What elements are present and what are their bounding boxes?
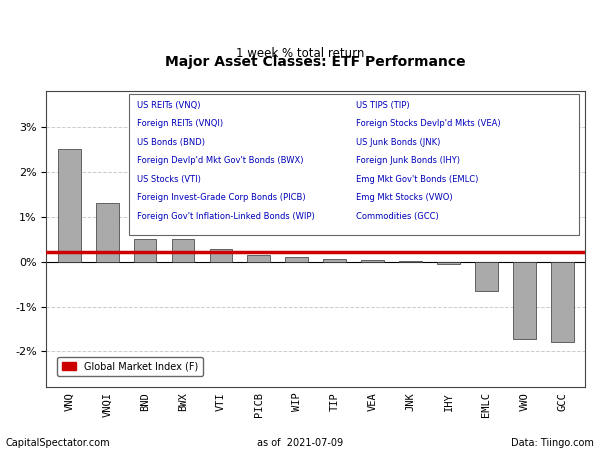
- Text: US TIPS (TIP): US TIPS (TIP): [356, 101, 410, 110]
- Bar: [58, 149, 80, 262]
- Bar: [247, 256, 270, 262]
- Bar: [551, 262, 574, 342]
- Text: Foreign Invest-Grade Corp Bonds (PICB): Foreign Invest-Grade Corp Bonds (PICB): [137, 194, 305, 202]
- Text: as of  2021-07-09: as of 2021-07-09: [257, 438, 343, 448]
- Text: US Bonds (BND): US Bonds (BND): [137, 138, 205, 147]
- Bar: [437, 262, 460, 264]
- Bar: [96, 203, 119, 262]
- Text: US Stocks (VTI): US Stocks (VTI): [137, 175, 201, 184]
- Bar: [209, 249, 232, 262]
- Text: CapitalSpectator.com: CapitalSpectator.com: [6, 438, 110, 448]
- Text: Foreign Junk Bonds (IHY): Foreign Junk Bonds (IHY): [356, 157, 460, 166]
- Bar: [323, 260, 346, 262]
- Bar: [513, 262, 536, 339]
- Bar: [134, 239, 157, 262]
- Text: Emg Mkt Stocks (VWO): Emg Mkt Stocks (VWO): [356, 194, 452, 202]
- Bar: [286, 257, 308, 262]
- Text: Emg Mkt Gov't Bonds (EMLC): Emg Mkt Gov't Bonds (EMLC): [356, 175, 478, 184]
- Bar: [475, 262, 498, 291]
- Bar: [361, 261, 384, 262]
- Bar: [172, 239, 194, 262]
- Title: Major Asset Classes: ETF Performance: Major Asset Classes: ETF Performance: [166, 55, 466, 69]
- FancyBboxPatch shape: [129, 94, 578, 235]
- Text: Data: Tiingo.com: Data: Tiingo.com: [511, 438, 594, 448]
- Text: Foreign Gov't Inflation-Linked Bonds (WIP): Foreign Gov't Inflation-Linked Bonds (WI…: [137, 212, 314, 221]
- Text: 1 week % total return: 1 week % total return: [236, 47, 364, 60]
- Bar: [399, 261, 422, 262]
- Text: Foreign REITs (VNQI): Foreign REITs (VNQI): [137, 119, 223, 128]
- Text: Foreign Stocks Devlp'd Mkts (VEA): Foreign Stocks Devlp'd Mkts (VEA): [356, 119, 500, 128]
- Text: US REITs (VNQ): US REITs (VNQ): [137, 101, 200, 110]
- Text: Foreign Devlp'd Mkt Gov't Bonds (BWX): Foreign Devlp'd Mkt Gov't Bonds (BWX): [137, 157, 304, 166]
- Text: Commodities (GCC): Commodities (GCC): [356, 212, 439, 221]
- Legend: Global Market Index (F): Global Market Index (F): [57, 357, 203, 376]
- Text: US Junk Bonds (JNK): US Junk Bonds (JNK): [356, 138, 440, 147]
